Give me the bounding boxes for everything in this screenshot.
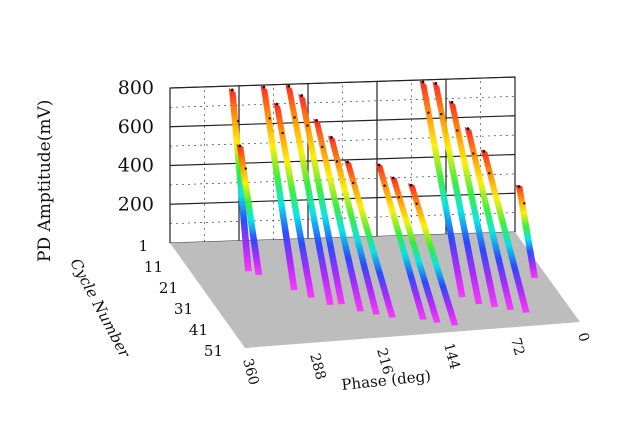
phase-tick-label: 0 [574, 331, 592, 344]
peak-marker [351, 181, 355, 185]
peak-column [313, 118, 364, 312]
z-tick-label: 400 [118, 155, 154, 177]
peak-marker [306, 124, 309, 127]
cycle-tick-label: 31 [174, 300, 193, 318]
peak-marker [517, 185, 521, 188]
peak-marker [287, 84, 291, 88]
z-tick-label: 600 [118, 116, 154, 138]
peak-column [285, 84, 334, 306]
peak-marker [230, 88, 234, 92]
peak-marker [409, 183, 413, 187]
peak-columns [228, 80, 539, 326]
z-axis-label: PD Amptitude(mV) [35, 100, 55, 262]
peak-column [228, 88, 252, 272]
cycle-tick-label: 1 [138, 237, 148, 255]
peak-marker [466, 127, 470, 131]
peak-marker [236, 119, 240, 123]
peak-marker [275, 102, 279, 106]
peak-marker [321, 145, 324, 149]
peak-marker [383, 184, 386, 187]
peak-marker [456, 129, 459, 132]
cycle-tick-label: 21 [159, 279, 178, 297]
phase-tick-label: 288 [306, 352, 328, 382]
peak-marker [281, 131, 284, 135]
peak-marker [293, 116, 296, 119]
peak-column [273, 102, 315, 298]
peak-marker [268, 117, 271, 120]
peak-marker [300, 94, 304, 97]
gridline-z [169, 76, 516, 89]
peak-marker [434, 82, 438, 85]
peak-column [344, 160, 396, 318]
z-tick-label: 800 [118, 77, 154, 99]
peak-marker [440, 112, 443, 116]
peak-marker [421, 80, 425, 84]
peak-marker [238, 144, 242, 148]
cycle-tick-label: 11 [144, 258, 163, 276]
gridline-z [169, 153, 516, 167]
peak-marker [450, 100, 454, 104]
peak-marker [488, 171, 491, 175]
peak-marker [329, 135, 333, 139]
peak-column [328, 135, 380, 315]
peak-marker [315, 118, 318, 122]
cycle-axis-label: Cycle Number [66, 255, 134, 361]
peak-column [260, 85, 298, 291]
peak-column [389, 176, 441, 323]
peak-marker [472, 152, 475, 155]
peak-marker [377, 163, 381, 167]
cycle-tick-label: 41 [189, 321, 208, 339]
phase-tick-label: 360 [239, 357, 261, 387]
phase-axis-label: Phase (deg) [341, 367, 432, 394]
peak-marker [415, 202, 418, 205]
cycle-tick-label: 51 [204, 342, 223, 360]
peak-marker [262, 85, 266, 89]
peak-marker [391, 176, 395, 180]
peak-marker [346, 160, 349, 164]
peak-column [375, 163, 427, 320]
phase-tick-label: 216 [373, 346, 395, 376]
peak-marker [427, 111, 430, 114]
peak-marker [397, 196, 400, 199]
peak-marker [335, 160, 339, 163]
phase-tick-label: 144 [440, 341, 462, 371]
peak-column [464, 126, 514, 311]
peak-column [407, 183, 459, 326]
peak-column [432, 81, 483, 305]
peak-column [515, 184, 539, 279]
peak-column [419, 80, 466, 298]
peak-marker [482, 149, 486, 153]
phase-tick-label: 72 [507, 336, 527, 357]
peak-column [448, 100, 499, 308]
floor-plane [170, 232, 580, 348]
peak-column [236, 144, 263, 276]
peak-marker [523, 202, 526, 205]
peak-marker [244, 167, 247, 170]
peak-column [298, 93, 345, 305]
z-tick-label: 200 [118, 193, 154, 215]
peak-column [480, 149, 530, 313]
